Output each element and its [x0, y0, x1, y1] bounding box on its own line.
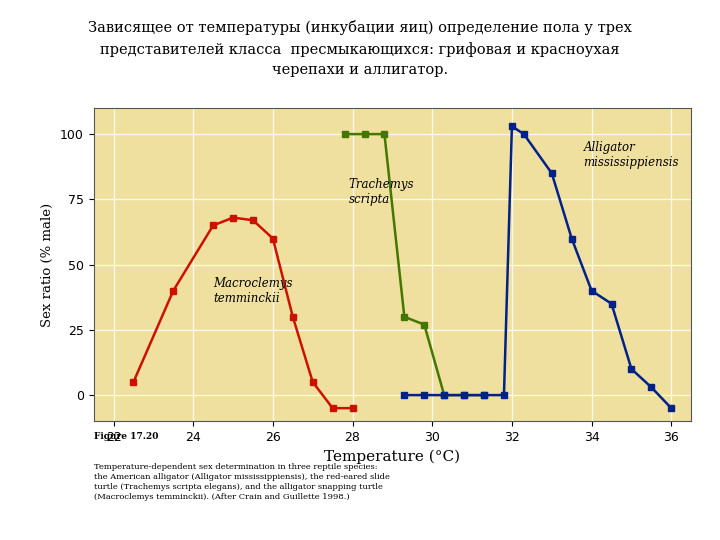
Text: Trachemys
scripta: Trachemys scripta — [348, 178, 414, 206]
Text: Зависящее от температуры (инкубации яиц) определение пола у трех
представителей : Зависящее от температуры (инкубации яиц)… — [88, 20, 632, 77]
Text: Alligator
mississippiensis: Alligator mississippiensis — [584, 141, 679, 169]
Text: Temperature-dependent sex determination in three reptile species:
the American a: Temperature-dependent sex determination … — [94, 463, 390, 501]
X-axis label: Temperature (°C): Temperature (°C) — [324, 449, 461, 464]
Y-axis label: Sex ratio (% male): Sex ratio (% male) — [42, 202, 55, 327]
Text: Macroclemys
temminckii: Macroclemys temminckii — [213, 276, 292, 305]
Text: Figure 17.20: Figure 17.20 — [94, 432, 158, 441]
